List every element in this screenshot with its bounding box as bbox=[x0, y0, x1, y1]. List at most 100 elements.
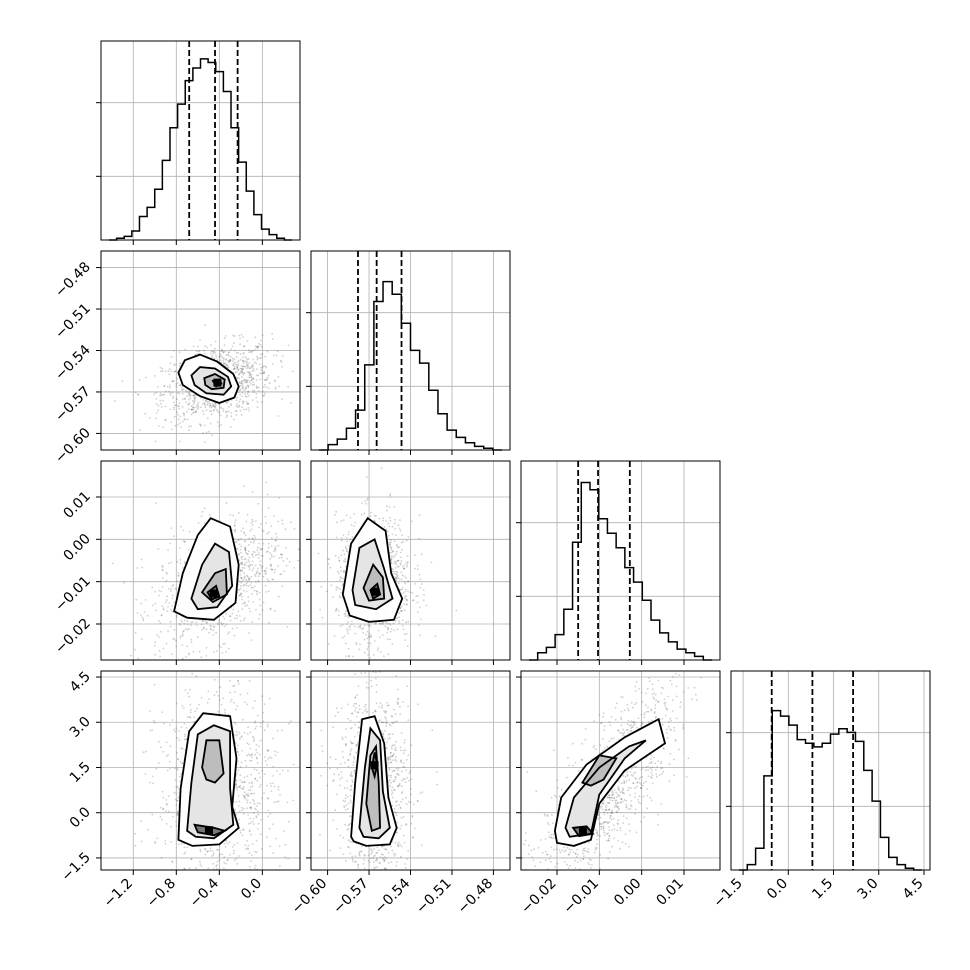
scatter-point bbox=[239, 774, 242, 777]
scatter-point bbox=[249, 610, 252, 613]
scatter-point bbox=[419, 634, 422, 637]
scatter-point bbox=[366, 648, 369, 651]
scatter-point bbox=[413, 554, 416, 556]
scatter-point bbox=[180, 842, 183, 845]
scatter-point bbox=[243, 372, 246, 374]
scatter-point bbox=[257, 551, 260, 554]
scatter-point bbox=[259, 833, 262, 835]
scatter-point bbox=[285, 564, 288, 567]
scatter-point bbox=[286, 801, 289, 804]
scatter-point bbox=[204, 400, 207, 402]
scatter-point bbox=[238, 400, 241, 403]
scatter-point bbox=[235, 779, 238, 781]
scatter-point bbox=[393, 788, 395, 791]
scatter-point bbox=[183, 622, 186, 625]
scatter-point bbox=[211, 356, 214, 358]
scatter-point bbox=[267, 815, 269, 818]
scatter-point bbox=[360, 513, 363, 516]
scatter-point bbox=[398, 527, 401, 530]
scatter-point bbox=[344, 800, 347, 803]
scatter-point bbox=[240, 369, 243, 372]
scatter-point bbox=[193, 406, 196, 409]
scatter-point bbox=[253, 383, 256, 386]
scatter-point bbox=[405, 905, 407, 907]
scatter-point bbox=[227, 410, 230, 413]
scatter-point bbox=[177, 758, 179, 761]
scatter-point bbox=[246, 703, 249, 706]
scatter-point bbox=[243, 617, 246, 620]
scatter-point bbox=[235, 356, 238, 358]
scatter-point bbox=[213, 405, 216, 407]
scatter-point bbox=[266, 749, 269, 752]
scatter-point bbox=[303, 575, 305, 577]
scatter-point bbox=[181, 634, 184, 637]
scatter-point bbox=[238, 538, 240, 541]
scatter-point bbox=[260, 356, 263, 359]
scatter-point bbox=[243, 408, 246, 411]
scatter-point bbox=[403, 633, 406, 635]
scatter-point bbox=[374, 623, 377, 625]
scatter-point bbox=[227, 400, 230, 403]
scatter-point bbox=[401, 619, 404, 622]
scatter-point bbox=[179, 415, 182, 418]
scatter-point bbox=[213, 852, 215, 854]
panel-frame bbox=[100, 670, 301, 871]
scatter-point bbox=[184, 689, 187, 692]
scatter-point bbox=[255, 839, 258, 842]
scatter-point bbox=[254, 585, 256, 588]
scatter-point bbox=[204, 403, 206, 405]
scatter-point bbox=[248, 376, 251, 379]
scatter-point bbox=[414, 582, 417, 585]
scatter-point bbox=[250, 379, 253, 382]
scatter-point bbox=[233, 367, 235, 370]
scatter-point bbox=[240, 537, 243, 540]
scatter-point bbox=[395, 563, 398, 566]
scatter-point bbox=[402, 834, 405, 837]
scatter-point bbox=[164, 419, 167, 422]
scatter-point bbox=[390, 627, 393, 630]
scatter-point bbox=[264, 569, 267, 572]
scatter-point bbox=[193, 716, 195, 719]
scatter-point bbox=[246, 361, 248, 363]
scatter-point bbox=[245, 551, 247, 554]
density-peak bbox=[209, 589, 218, 598]
scatter-point bbox=[396, 821, 398, 824]
scatter-point bbox=[251, 782, 254, 785]
scatter-point bbox=[186, 716, 189, 718]
scatter-point bbox=[238, 588, 241, 591]
scatter-point bbox=[151, 729, 154, 731]
scatter-point bbox=[171, 397, 174, 400]
scatter-point bbox=[242, 400, 245, 403]
scatter-point bbox=[341, 636, 344, 639]
scatter-point bbox=[180, 525, 183, 528]
scatter-point bbox=[244, 759, 247, 762]
scatter-point bbox=[165, 579, 168, 582]
scatter-point bbox=[260, 401, 263, 403]
scatter-point bbox=[234, 530, 237, 533]
scatter-point bbox=[159, 815, 162, 818]
scatter-point bbox=[237, 900, 239, 902]
scatter-point bbox=[237, 909, 239, 911]
scatter-point bbox=[348, 823, 351, 826]
scatter-point bbox=[161, 790, 164, 793]
scatter-point bbox=[235, 730, 238, 733]
scatter-point bbox=[178, 622, 181, 625]
scatter-point bbox=[242, 589, 245, 592]
scatter-point bbox=[177, 424, 179, 426]
scatter-point bbox=[270, 757, 273, 759]
scatter-point bbox=[232, 514, 235, 517]
scatter-point bbox=[391, 770, 394, 773]
scatter-point bbox=[225, 359, 227, 361]
scatter-point bbox=[393, 708, 395, 711]
scatter-point bbox=[239, 737, 241, 740]
scatter-point bbox=[239, 367, 242, 370]
scatter-point bbox=[205, 431, 208, 434]
scatter-point bbox=[218, 644, 221, 647]
scatter-point bbox=[217, 848, 220, 851]
scatter-point bbox=[213, 694, 216, 697]
scatter-point bbox=[259, 725, 262, 728]
scatter-point bbox=[366, 710, 369, 713]
scatter-point bbox=[276, 350, 279, 353]
scatter-point bbox=[400, 588, 403, 591]
scatter-point bbox=[220, 646, 223, 649]
